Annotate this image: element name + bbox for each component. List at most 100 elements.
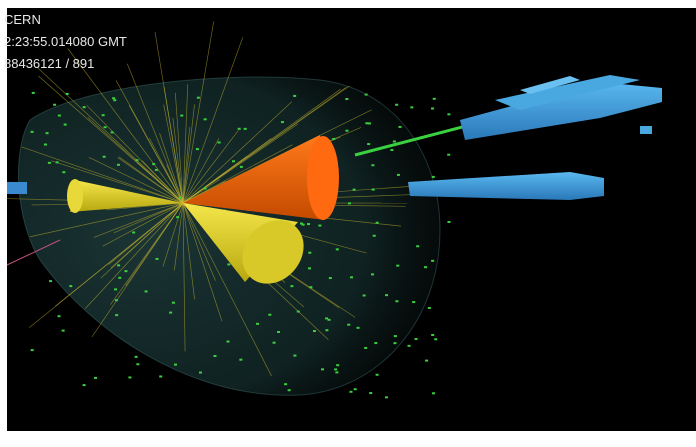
- hit: [152, 163, 156, 166]
- hit: [144, 290, 148, 293]
- hit: [447, 221, 451, 224]
- hit: [203, 187, 207, 190]
- hit: [328, 277, 332, 280]
- hit: [352, 188, 356, 191]
- hit: [385, 294, 389, 297]
- hit: [362, 294, 366, 297]
- hit: [65, 92, 69, 95]
- track: [182, 202, 195, 300]
- hit: [171, 301, 175, 304]
- hit: [293, 354, 297, 357]
- track: [93, 202, 184, 238]
- hit: [335, 248, 339, 251]
- hit: [30, 130, 34, 133]
- track: [182, 21, 215, 204]
- hit: [392, 140, 396, 143]
- hit: [31, 91, 35, 94]
- hit: [159, 375, 163, 378]
- track: [141, 160, 184, 204]
- track: [67, 48, 184, 204]
- track: [182, 202, 223, 322]
- track: [102, 202, 184, 247]
- hit: [195, 148, 199, 151]
- track: [174, 202, 184, 271]
- hit: [365, 122, 369, 125]
- hit: [43, 143, 47, 146]
- hit: [284, 383, 288, 386]
- jet-cap: [242, 220, 304, 284]
- hit: [412, 301, 416, 304]
- calorimeter-block: [520, 76, 580, 94]
- track: [182, 84, 189, 204]
- track: [163, 104, 184, 204]
- track: [182, 202, 216, 281]
- track: [182, 101, 293, 204]
- hit: [203, 118, 207, 121]
- overlay-text: 2:23:55.014080 GMT: [4, 34, 127, 49]
- hit: [117, 264, 121, 267]
- track: [162, 202, 184, 267]
- hit: [113, 99, 117, 102]
- hit: [432, 392, 436, 395]
- hit: [395, 103, 399, 106]
- hit: [372, 234, 376, 237]
- hit: [396, 173, 400, 176]
- hit: [356, 326, 360, 329]
- hit: [227, 263, 231, 266]
- hit: [309, 286, 313, 289]
- track: [38, 75, 184, 204]
- hit: [367, 122, 371, 125]
- hit: [118, 276, 122, 279]
- hit: [217, 141, 221, 144]
- hit: [335, 371, 339, 374]
- hit: [237, 127, 241, 130]
- jet-cone: [183, 135, 325, 220]
- hit: [375, 373, 379, 376]
- hit: [55, 161, 59, 164]
- hit: [414, 338, 418, 341]
- hit: [347, 323, 351, 326]
- hit: [375, 221, 379, 224]
- track: [21, 146, 184, 204]
- hit: [239, 165, 243, 168]
- track: [128, 105, 184, 204]
- hit: [239, 358, 243, 361]
- hit: [307, 223, 311, 226]
- hit: [301, 223, 305, 226]
- track: [182, 202, 272, 377]
- track: [182, 123, 299, 204]
- hit: [369, 392, 373, 395]
- track: [182, 130, 239, 204]
- hit: [30, 349, 34, 352]
- hit: [136, 363, 140, 366]
- hit: [318, 224, 322, 227]
- track: [113, 202, 184, 234]
- hit: [178, 196, 182, 199]
- hit: [69, 285, 73, 288]
- hit: [277, 331, 281, 334]
- hit: [110, 131, 114, 134]
- hit: [49, 280, 53, 283]
- hit: [154, 168, 158, 171]
- track: [149, 138, 184, 204]
- hit: [116, 163, 120, 166]
- track: [174, 92, 184, 204]
- track: [182, 37, 244, 204]
- hit: [364, 93, 368, 96]
- hit: [431, 333, 435, 336]
- hit: [327, 318, 331, 321]
- jet-cap: [307, 136, 339, 220]
- hit: [198, 371, 202, 374]
- calorimeter-block: [640, 126, 652, 134]
- track: [182, 104, 195, 204]
- hit: [115, 314, 119, 317]
- hit: [124, 270, 128, 273]
- hit: [296, 310, 300, 313]
- track: [30, 202, 184, 238]
- jet-cap: [67, 179, 83, 213]
- axis-line: [6, 239, 61, 266]
- hit: [348, 202, 352, 205]
- hit: [169, 311, 173, 314]
- track: [182, 138, 272, 204]
